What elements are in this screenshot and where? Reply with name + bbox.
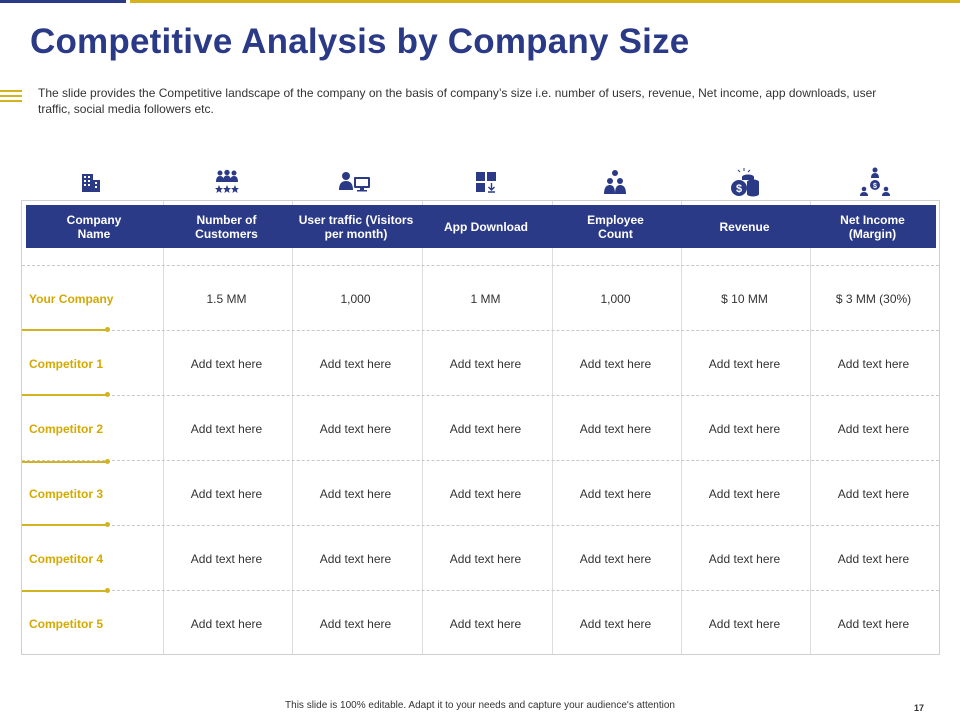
table-cell: $ 3 MM (30%) xyxy=(835,292,912,306)
employee-group-icon xyxy=(595,166,635,198)
table-cell: Add text here xyxy=(837,617,910,631)
table-cell: Add text here xyxy=(449,552,522,566)
table-cell: Add text here xyxy=(837,552,910,566)
page-title: Competitive Analysis by Company Size xyxy=(30,22,690,61)
table-cell: Add text here xyxy=(319,552,392,566)
row-underline-decoration xyxy=(22,327,110,332)
table-cell: Add text here xyxy=(449,487,522,501)
header-number-of-customers: Number of Customers xyxy=(195,212,258,241)
table-cell: Add text here xyxy=(190,422,263,436)
row-label: Competitor 4 xyxy=(29,552,104,566)
app-grid-icon xyxy=(466,166,506,198)
table-cell: 1,000 xyxy=(340,292,371,306)
table-cell: 1 MM xyxy=(470,292,501,306)
table-cell: Add text here xyxy=(319,487,392,501)
row-underline-decoration xyxy=(22,588,110,593)
page-number: 17 xyxy=(914,703,925,713)
table-cell: Add text here xyxy=(708,617,781,631)
header-app-download: App Download xyxy=(444,219,528,234)
table-cell: Add text here xyxy=(319,617,392,631)
table-cell: Add text here xyxy=(579,617,652,631)
table-cell: Add text here xyxy=(579,552,652,566)
slide-description: The slide provides the Competitive lands… xyxy=(38,86,877,116)
table-cell: Add text here xyxy=(190,357,263,371)
table-cell: Add text here xyxy=(190,617,263,631)
top-accent-bar-gold xyxy=(130,0,960,3)
table-cell: Add text here xyxy=(579,487,652,501)
table-cell: Add text here xyxy=(708,552,781,566)
people-group-icon xyxy=(207,166,247,198)
row-label: Competitor 1 xyxy=(29,357,104,371)
footer-note: This slide is 100% editable. Adapt it to… xyxy=(285,700,675,711)
table-cell: 1.5 MM xyxy=(206,292,247,306)
table-cell: Add text here xyxy=(449,617,522,631)
row-underline-decoration xyxy=(22,392,110,397)
header-revenue: Revenue xyxy=(719,219,770,234)
building-icon xyxy=(71,166,111,198)
table-cell: Add text here xyxy=(449,422,522,436)
table-header: Company Name Number of Customers User tr… xyxy=(26,205,936,248)
user-monitor-icon xyxy=(335,166,375,198)
coins-icon: $ xyxy=(724,166,764,198)
table-cell: Add text here xyxy=(708,487,781,501)
row-label: Your Company xyxy=(29,292,114,306)
table-cell: 1,000 xyxy=(600,292,631,306)
table-cell: Add text here xyxy=(319,422,392,436)
table-cell: Add text here xyxy=(579,357,652,371)
svg-text:$: $ xyxy=(873,183,877,190)
table-cell: Add text here xyxy=(190,552,263,566)
svg-text:$: $ xyxy=(736,183,742,195)
top-accent-bar-navy xyxy=(0,0,126,3)
table-cell: Add text here xyxy=(837,422,910,436)
header-company-name: Company Name xyxy=(66,212,122,241)
table-cell: Add text here xyxy=(319,357,392,371)
table-cell: Add text here xyxy=(579,422,652,436)
table-cell: Add text here xyxy=(708,357,781,371)
header-net-income: Net Income (Margin) xyxy=(840,212,905,241)
table-cell: Add text here xyxy=(837,487,910,501)
menu-lines-icon xyxy=(0,90,22,105)
table-cell: Add text here xyxy=(837,357,910,371)
net-income-icon: $ xyxy=(855,166,895,198)
header-employee-count: Employee Count xyxy=(587,212,644,241)
row-underline-decoration xyxy=(22,459,110,464)
row-label: Competitor 2 xyxy=(29,422,104,436)
table-cell: Add text here xyxy=(449,357,522,371)
comparison-table xyxy=(21,200,940,655)
row-label: Competitor 3 xyxy=(29,487,104,501)
row-label: Competitor 5 xyxy=(29,617,104,631)
table-cell: Add text here xyxy=(190,487,263,501)
header-user-traffic: User traffic (Visitors per month) xyxy=(298,212,414,241)
table-cell: Add text here xyxy=(708,422,781,436)
table-cell: $ 10 MM xyxy=(721,292,768,306)
row-underline-decoration xyxy=(22,522,110,527)
